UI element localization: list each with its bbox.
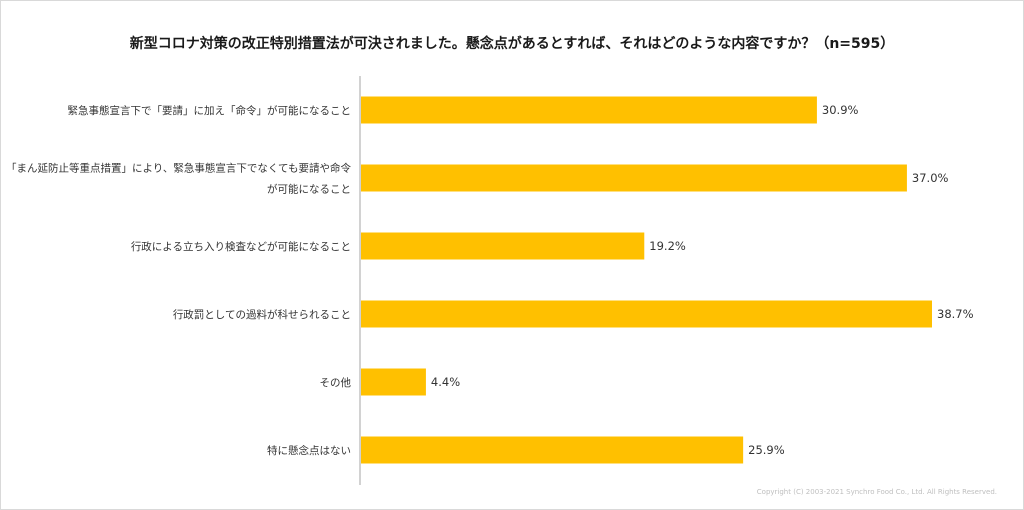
bar bbox=[361, 436, 744, 464]
data-label: 19.2% bbox=[649, 239, 686, 253]
category-label: 特に懸念点はない bbox=[267, 444, 351, 457]
bars-layer: 30.9% 緊急事態宣言下で「要請」に加え「命令」が可能になること 37.0% 「まん… bbox=[6, 96, 974, 464]
bar bbox=[361, 368, 426, 396]
data-label: 25.9% bbox=[748, 443, 785, 457]
chart-title: 新型コロナ対策の改正特別措置法が可決されました。懸念点があるとすれば、それはどの… bbox=[130, 35, 895, 52]
bar bbox=[361, 96, 817, 124]
category-label: 行政罰としての過料が科せられること bbox=[173, 308, 351, 321]
category-label: 「まん延防止等重点措置」により、緊急事態宣言下でなくても要請や命令 bbox=[6, 162, 352, 175]
copyright-text: Copyright (C) 2003-2021 Synchro Food Co.… bbox=[757, 488, 997, 496]
data-label: 4.4% bbox=[431, 375, 460, 389]
data-label: 30.9% bbox=[822, 103, 859, 117]
category-label: その他 bbox=[320, 376, 352, 389]
bar bbox=[361, 232, 645, 260]
bar bbox=[361, 300, 932, 328]
data-label: 37.0% bbox=[912, 171, 949, 185]
category-label: 緊急事態宣言下で「要請」に加え「命令」が可能になること bbox=[68, 104, 352, 117]
category-label: 行政による立ち入り検査などが可能になること bbox=[131, 240, 351, 253]
data-label: 38.7% bbox=[937, 307, 974, 321]
category-label: が可能になること bbox=[267, 183, 351, 196]
bar bbox=[361, 164, 907, 192]
